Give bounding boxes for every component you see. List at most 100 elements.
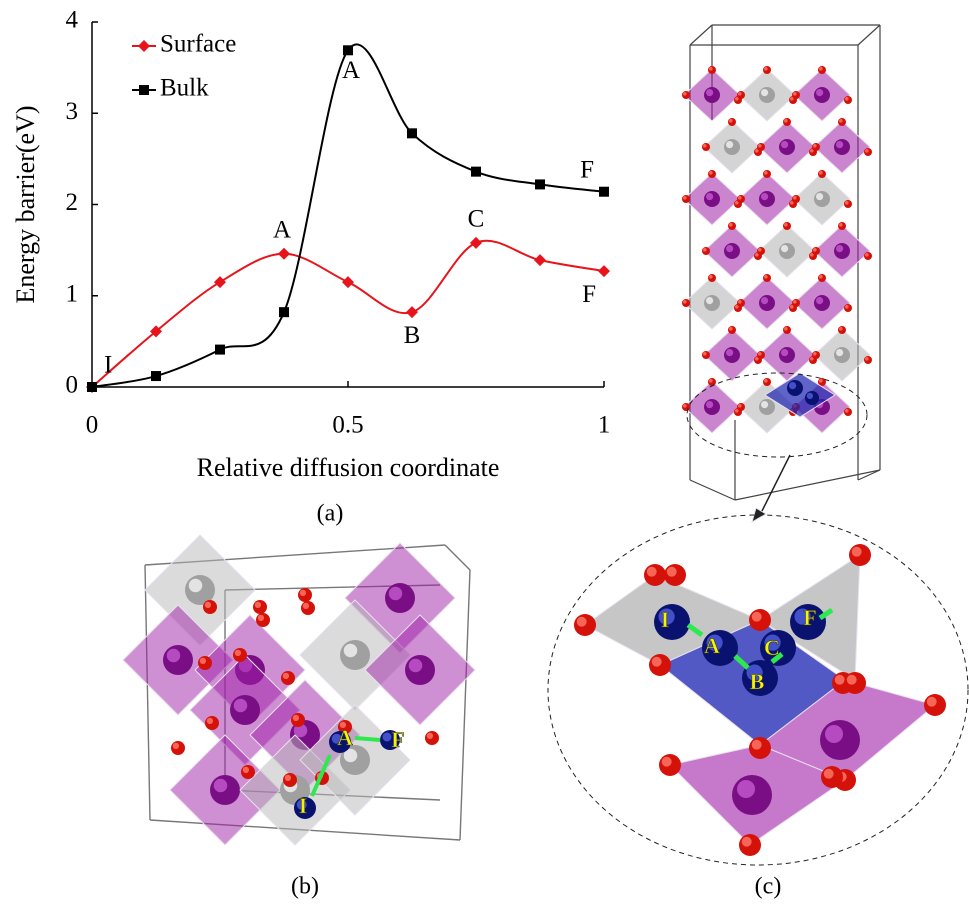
polyhedron: [764, 372, 836, 418]
atom-highlight: [746, 664, 763, 681]
atom-highlight: [784, 223, 788, 227]
atom-highlight: [726, 349, 734, 357]
arrow: [759, 454, 791, 516]
data-point: [150, 325, 162, 338]
atom-highlight: [282, 672, 290, 680]
atom-highlight: [761, 193, 769, 201]
atom-highlight: [737, 780, 755, 798]
atom-highlight: [790, 97, 794, 101]
atom-highlight: [683, 196, 687, 200]
atom-highlight: [296, 799, 307, 810]
edge: [444, 544, 471, 571]
atom-highlight: [845, 201, 849, 205]
atom-highlight: [806, 392, 814, 400]
data-point: [215, 344, 225, 355]
atom-highlight: [865, 357, 869, 361]
edge: [734, 469, 881, 501]
site-label: A: [704, 633, 720, 658]
atom-highlight: [816, 89, 824, 97]
site-label: B: [750, 669, 765, 694]
x-tick-label: 1: [598, 412, 611, 439]
data-point: [598, 265, 610, 278]
atom-highlight: [738, 404, 742, 408]
atom-highlight: [741, 836, 752, 847]
atom-highlight: [758, 144, 762, 148]
atom-highlight: [839, 327, 843, 331]
atom-highlight: [764, 275, 768, 279]
atom-highlight: [781, 349, 789, 357]
data-point: [343, 45, 353, 56]
atom-highlight: [738, 92, 742, 96]
atom-highlight: [233, 698, 248, 713]
atom-highlight: [709, 379, 713, 383]
data-point: [278, 247, 290, 260]
atom-highlight: [790, 201, 794, 205]
point-label: A: [342, 57, 360, 84]
atom-highlight: [709, 275, 713, 279]
atom-highlight: [810, 253, 814, 257]
atom-highlight: [683, 92, 687, 96]
atom-highlight: [726, 141, 734, 149]
y-tick-label: 1: [66, 280, 79, 307]
data-point: [470, 236, 482, 249]
atom-highlight: [846, 674, 857, 685]
atom-highlight: [729, 223, 733, 227]
atom-highlight: [343, 643, 358, 658]
atom-highlight: [254, 601, 262, 609]
point-label: C: [468, 206, 485, 233]
atom-highlight: [790, 305, 794, 309]
path-arrow: [310, 754, 332, 797]
legend-marker: [138, 40, 150, 52]
atom-highlight: [823, 768, 834, 779]
atom-highlight: [813, 144, 817, 148]
data-point: [534, 254, 546, 267]
series-line: [91, 43, 605, 388]
atom-highlight: [706, 193, 714, 201]
point-label: A: [273, 217, 291, 244]
atom-highlight: [661, 756, 672, 767]
point-label: B: [404, 322, 421, 349]
atom-highlight: [339, 721, 347, 729]
atom-highlight: [735, 201, 739, 205]
atom-highlight: [819, 379, 823, 383]
site-label: I: [299, 793, 308, 818]
atom-highlight: [199, 657, 207, 665]
atom-highlight: [839, 223, 843, 227]
atom-highlight: [793, 196, 797, 200]
atom-highlight: [729, 119, 733, 123]
data-point: [407, 128, 417, 139]
panel-label: (c): [755, 874, 782, 900]
x-axis-label: Relative diffusion coordinate: [197, 453, 500, 482]
atom-highlight: [851, 546, 862, 557]
atom-highlight: [810, 357, 814, 361]
atom-highlight: [302, 602, 310, 610]
atom-highlight: [188, 578, 203, 593]
atom-highlight: [735, 97, 739, 101]
atom-highlight: [845, 305, 849, 309]
y-tick-label: 0: [66, 372, 79, 399]
atom-highlight: [166, 648, 181, 663]
atom-highlight: [816, 297, 824, 305]
atom-highlight: [646, 566, 657, 577]
atom-highlight: [816, 193, 824, 201]
atom-highlight: [729, 327, 733, 331]
atom-highlight: [735, 409, 739, 413]
y-tick-label: 3: [66, 98, 79, 125]
atom-highlight: [343, 748, 358, 763]
atom-highlight: [755, 357, 759, 361]
atom-highlight: [683, 300, 687, 304]
atom-highlight: [683, 404, 687, 408]
atom-highlight: [426, 732, 434, 740]
atom-highlight: [658, 608, 675, 625]
atom-highlight: [703, 352, 707, 356]
atom-highlight: [172, 742, 180, 750]
atom-highlight: [204, 601, 212, 609]
data-point: [279, 307, 289, 318]
zoom-ellipse: [547, 514, 969, 866]
atom-highlight: [834, 674, 845, 685]
atom-highlight: [382, 732, 392, 742]
atom-highlight: [213, 778, 228, 793]
data-point: [342, 276, 354, 289]
atom-highlight: [666, 566, 677, 577]
atom-highlight: [845, 97, 849, 101]
